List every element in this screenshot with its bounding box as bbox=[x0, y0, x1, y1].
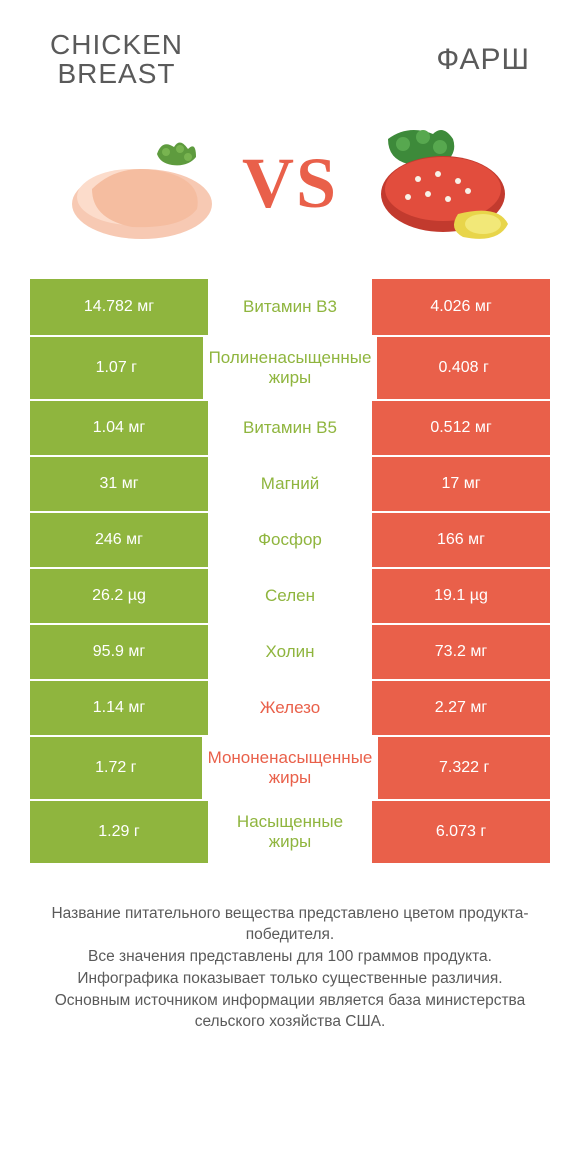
right-value: 0.408 г bbox=[375, 337, 550, 399]
nutrient-label: Витамин B3 bbox=[210, 279, 370, 335]
footer-line: Инфографика показывает только существенн… bbox=[40, 968, 540, 990]
table-row: 246 мгФосфор166 мг bbox=[30, 511, 550, 567]
table-row: 1.72 гМононенасыщенные жиры7.322 г bbox=[30, 735, 550, 799]
nutrient-label: Селен bbox=[210, 569, 370, 623]
left-value: 1.07 г bbox=[30, 337, 205, 399]
vs-row: VS bbox=[30, 119, 550, 249]
table-row: 1.07 гПолиненасыщенные жиры0.408 г bbox=[30, 335, 550, 399]
left-value: 246 мг bbox=[30, 513, 210, 567]
comparison-table: 14.782 мгВитамин B34.026 мг1.07 гПолинен… bbox=[30, 279, 550, 863]
table-row: 95.9 мгХолин73.2 мг bbox=[30, 623, 550, 679]
nutrient-label: Мононенасыщенные жиры bbox=[204, 737, 377, 799]
right-value: 166 мг bbox=[370, 513, 550, 567]
right-value: 4.026 мг bbox=[370, 279, 550, 335]
right-value: 2.27 мг bbox=[370, 681, 550, 735]
headers-row: CHICKEN BREAST ФАРШ bbox=[30, 30, 550, 99]
footer-line: Основным источником информации является … bbox=[40, 990, 540, 1033]
right-value: 6.073 г bbox=[370, 801, 550, 863]
right-value: 7.322 г bbox=[376, 737, 550, 799]
header-right: ФАРШ bbox=[436, 30, 530, 89]
left-value: 14.782 мг bbox=[30, 279, 210, 335]
table-row: 26.2 µgСелен19.1 µg bbox=[30, 567, 550, 623]
nutrient-label: Железо bbox=[210, 681, 370, 735]
left-value: 1.29 г bbox=[30, 801, 210, 863]
header-left: CHICKEN BREAST bbox=[50, 30, 183, 89]
nutrient-label: Насыщенные жиры bbox=[210, 801, 370, 863]
table-row: 1.29 гНасыщенные жиры6.073 г bbox=[30, 799, 550, 863]
left-value: 1.04 мг bbox=[30, 401, 210, 455]
table-row: 31 мгМагний17 мг bbox=[30, 455, 550, 511]
nutrient-label: Полиненасыщенные жиры bbox=[205, 337, 376, 399]
left-value: 26.2 µg bbox=[30, 569, 210, 623]
right-value: 0.512 мг bbox=[370, 401, 550, 455]
table-row: 1.04 мгВитамин B50.512 мг bbox=[30, 399, 550, 455]
nutrient-label: Холин bbox=[210, 625, 370, 679]
nutrient-label: Магний bbox=[210, 457, 370, 511]
left-value: 1.14 мг bbox=[30, 681, 210, 735]
table-row: 1.14 мгЖелезо2.27 мг bbox=[30, 679, 550, 735]
nutrient-label: Витамин B5 bbox=[210, 401, 370, 455]
table-row: 14.782 мгВитамин B34.026 мг bbox=[30, 279, 550, 335]
right-value: 19.1 µg bbox=[370, 569, 550, 623]
nutrient-label: Фосфор bbox=[210, 513, 370, 567]
footer-line: Все значения представлены для 100 граммо… bbox=[40, 946, 540, 968]
footer-line: Название питательного вещества представл… bbox=[40, 903, 540, 946]
left-value: 31 мг bbox=[30, 457, 210, 511]
vs-label: VS bbox=[242, 142, 338, 225]
ground-meat-icon bbox=[348, 119, 518, 249]
left-value: 95.9 мг bbox=[30, 625, 210, 679]
right-value: 17 мг bbox=[370, 457, 550, 511]
right-value: 73.2 мг bbox=[370, 625, 550, 679]
footer-text: Название питательного вещества представл… bbox=[30, 903, 550, 1033]
left-value: 1.72 г bbox=[30, 737, 204, 799]
chicken-breast-icon bbox=[62, 119, 232, 249]
